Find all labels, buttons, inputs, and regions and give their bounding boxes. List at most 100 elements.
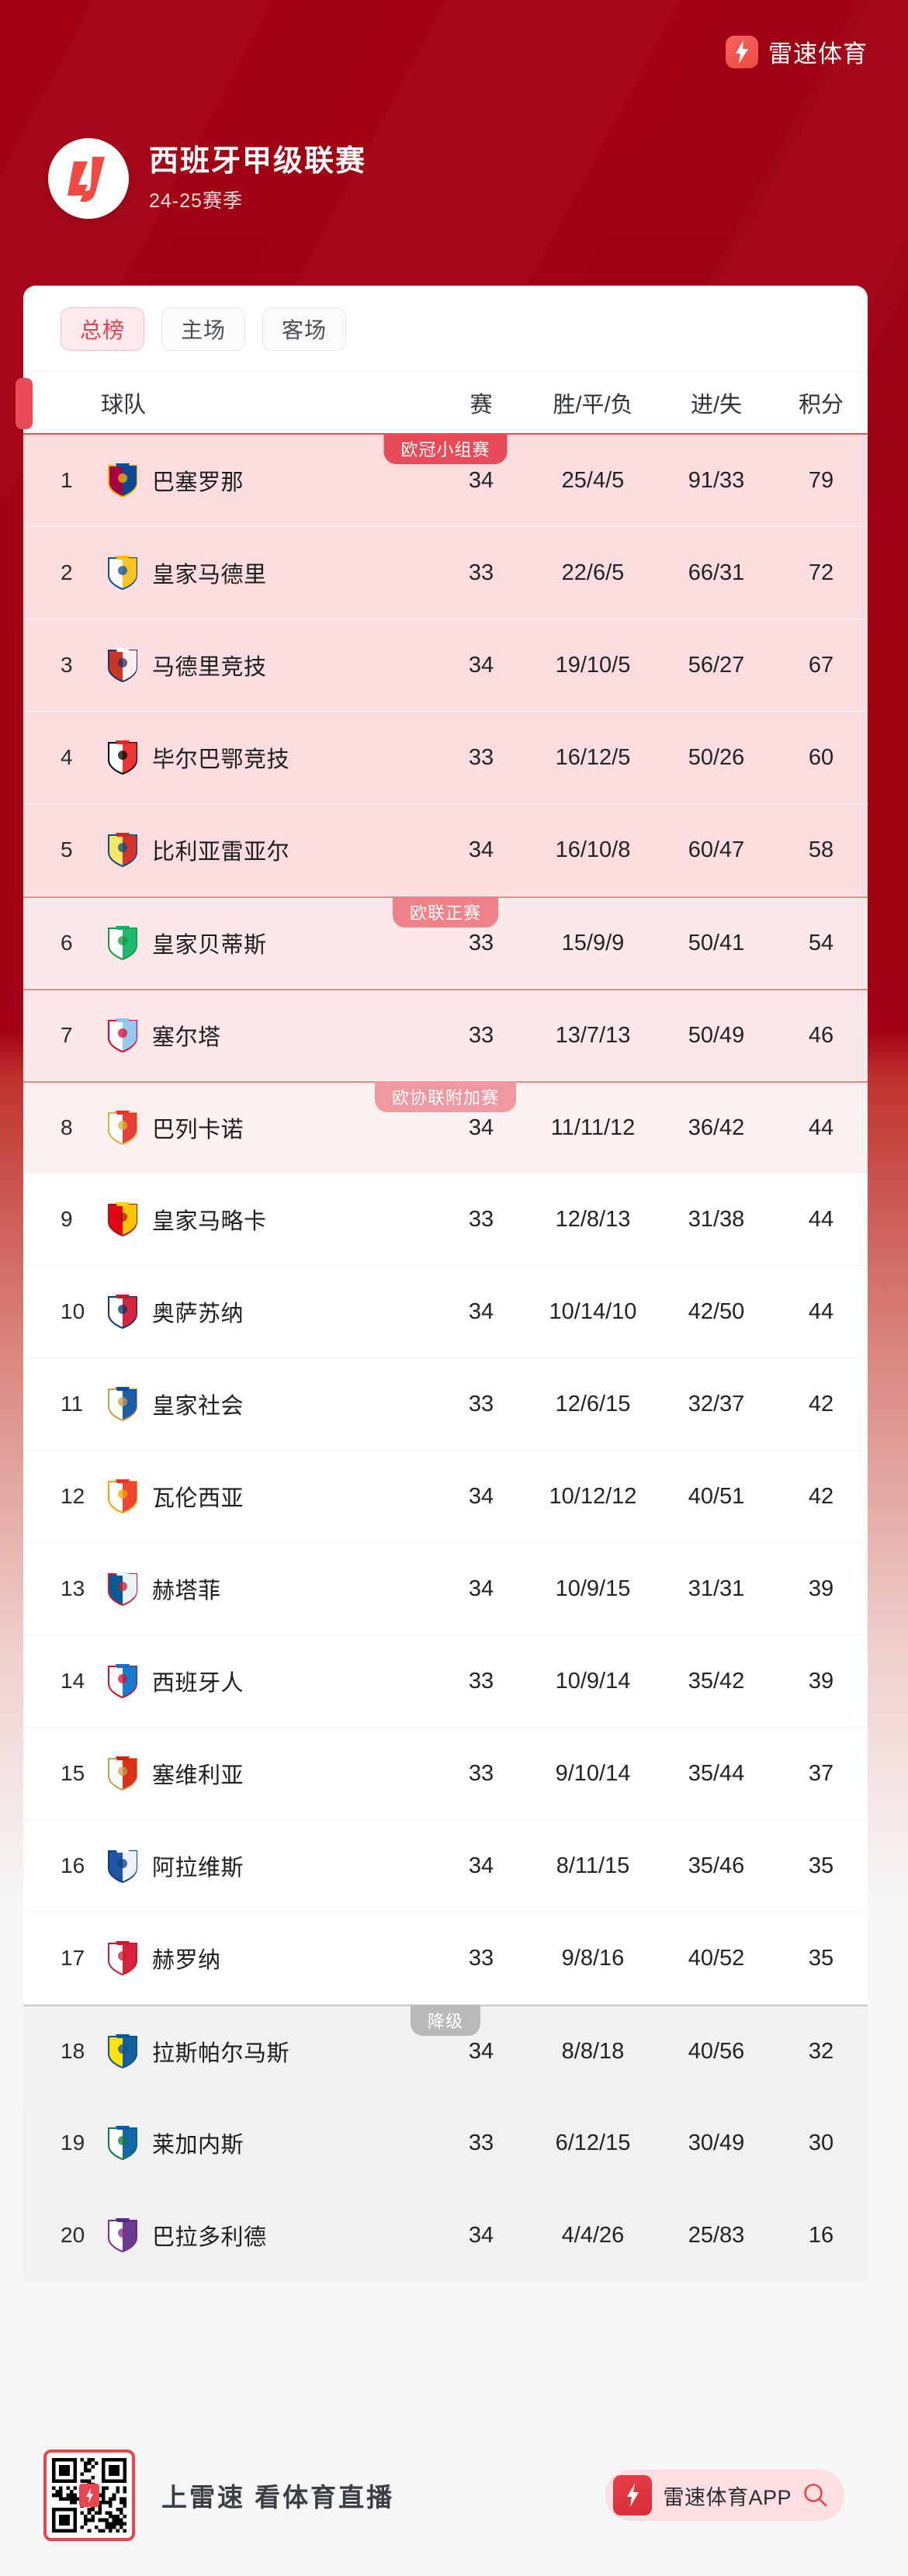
team-cell[interactable]: 阿拉维斯 xyxy=(101,1848,435,1884)
tier-badge: 欧协联附加赛 xyxy=(374,1081,517,1112)
team-cell[interactable]: 莱加内斯 xyxy=(101,2125,435,2161)
table-row[interactable]: 欧冠小组赛 1 巴塞罗那 34 25/4/5 91/33 79 xyxy=(23,433,868,527)
team-cell[interactable]: 皇家贝蒂斯 xyxy=(101,925,435,961)
table-row[interactable]: 4 毕尔巴鄂竞技 33 16/12/5 50/26 60 xyxy=(23,712,868,804)
table-row[interactable]: 欧联正赛 6 皇家贝蒂斯 33 15/9/9 50/41 54 xyxy=(23,896,868,989)
brand-name: 雷速体育 xyxy=(768,40,868,68)
rank-cell: 7 xyxy=(61,1023,73,1047)
qr-code[interactable] xyxy=(43,2449,135,2541)
played-cell: 33 xyxy=(468,2130,494,2155)
tab-overall[interactable]: 总榜 xyxy=(61,307,144,351)
app-promo-footer: 上雷速 看体育直播 雷速体育APP xyxy=(23,2437,868,2553)
team-cell[interactable]: 拉斯帕尔马斯 xyxy=(101,2033,435,2069)
rank-cell: 9 xyxy=(61,1207,73,1231)
rank-cell: 8 xyxy=(61,1115,73,1139)
wdl-cell: 8/8/18 xyxy=(561,2038,625,2064)
rank-cell: 12 xyxy=(61,1484,85,1508)
wdl-cell: 16/12/5 xyxy=(555,744,631,770)
table-row[interactable]: 12 瓦伦西亚 34 10/12/12 40/51 42 xyxy=(23,1451,868,1543)
tab-away[interactable]: 客场 xyxy=(262,307,346,351)
team-cell[interactable]: 西班牙人 xyxy=(101,1663,435,1699)
points-cell: 44 xyxy=(808,1115,834,1140)
table-row[interactable]: 9 皇家马略卡 33 12/8/13 31/38 44 xyxy=(23,1174,868,1266)
wdl-cell: 10/14/10 xyxy=(549,1298,637,1324)
table-row[interactable]: 2 皇家马德里 33 22/6/5 66/31 72 xyxy=(23,527,868,619)
played-cell: 34 xyxy=(468,837,494,862)
played-cell: 34 xyxy=(468,1483,494,1509)
team-cell[interactable]: 皇家马德里 xyxy=(101,555,435,591)
team-crest-icon xyxy=(108,1664,137,1699)
table-row[interactable]: 14 西班牙人 33 10/9/14 35/42 39 xyxy=(23,1635,868,1728)
wdl-cell: 10/12/12 xyxy=(549,1483,637,1509)
table-row[interactable]: 17 赫罗纳 33 9/8/16 40/52 35 xyxy=(23,1912,868,2005)
team-cell[interactable]: 塞尔塔 xyxy=(101,1018,435,1053)
team-crest-icon xyxy=(108,1849,137,1884)
team-crest-icon xyxy=(108,648,137,683)
table-row[interactable]: 10 奥萨苏纳 34 10/14/10 42/50 44 xyxy=(23,1266,868,1358)
team-cell[interactable]: 瓦伦西亚 xyxy=(101,1479,435,1514)
points-cell: 44 xyxy=(808,1298,834,1324)
points-cell: 58 xyxy=(808,837,834,862)
table-row[interactable]: 降级 18 拉斯帕尔马斯 34 8/8/18 40/56 32 xyxy=(23,2005,868,2097)
team-cell[interactable]: 赫罗纳 xyxy=(101,1940,435,1976)
tab-home[interactable]: 主场 xyxy=(161,307,245,351)
team-cell[interactable]: 巴列卡诺 xyxy=(101,1110,435,1146)
wdl-cell: 19/10/5 xyxy=(555,652,631,678)
team-crest-icon xyxy=(108,1941,137,1976)
table-row[interactable]: 3 马德里竞技 34 19/10/5 56/27 67 xyxy=(23,619,868,712)
team-name: 巴拉多利德 xyxy=(152,2225,267,2250)
wdl-cell: 9/10/14 xyxy=(555,1760,631,1786)
team-name: 皇家社会 xyxy=(152,1394,244,1419)
goals-cell: 40/56 xyxy=(688,2038,745,2064)
team-cell[interactable]: 巴拉多利德 xyxy=(101,2217,435,2253)
points-cell: 35 xyxy=(808,1853,834,1878)
goals-cell: 50/26 xyxy=(688,744,745,770)
played-cell: 34 xyxy=(468,467,494,493)
goals-cell: 60/47 xyxy=(688,837,745,862)
header-wdl: 胜/平/负 xyxy=(553,392,633,418)
goals-cell: 36/42 xyxy=(688,1115,745,1140)
tier-badge: 降级 xyxy=(410,2005,481,2036)
table-row[interactable]: 16 阿拉维斯 34 8/11/15 35/46 35 xyxy=(23,1820,868,1912)
table-row[interactable]: 19 莱加内斯 33 6/12/15 30/49 30 xyxy=(23,2097,868,2189)
table-row[interactable]: 7 塞尔塔 33 13/7/13 50/49 46 xyxy=(23,989,868,1081)
team-name: 莱加内斯 xyxy=(152,2133,244,2158)
app-download-pill[interactable]: 雷速体育APP xyxy=(605,2470,844,2521)
team-cell[interactable]: 赫塔菲 xyxy=(101,1571,435,1607)
team-cell[interactable]: 皇家社会 xyxy=(101,1386,435,1422)
team-cell[interactable]: 塞维利亚 xyxy=(101,1756,435,1791)
team-cell[interactable]: 毕尔巴鄂竞技 xyxy=(101,740,435,775)
points-cell: 79 xyxy=(808,467,834,493)
rank-cell: 2 xyxy=(61,560,73,584)
points-cell: 54 xyxy=(808,930,834,955)
points-cell: 42 xyxy=(808,1483,834,1509)
team-cell[interactable]: 奥萨苏纳 xyxy=(101,1294,435,1330)
team-crest-icon xyxy=(108,556,137,591)
league-season: 24-25赛季 xyxy=(149,190,243,213)
table-row[interactable]: 13 赫塔菲 34 10/9/15 31/31 39 xyxy=(23,1543,868,1635)
header-goals: 进/失 xyxy=(690,392,743,418)
team-crest-icon xyxy=(108,1202,137,1237)
team-name: 巴塞罗那 xyxy=(152,470,244,495)
wdl-cell: 10/9/14 xyxy=(555,1668,631,1694)
played-cell: 34 xyxy=(468,1115,494,1140)
team-cell[interactable]: 马德里竞技 xyxy=(101,647,435,683)
wdl-cell: 8/11/15 xyxy=(556,1853,630,1878)
team-cell[interactable]: 巴塞罗那 xyxy=(101,463,435,498)
wdl-cell: 15/9/9 xyxy=(561,930,625,955)
table-row[interactable]: 11 皇家社会 33 12/6/15 32/37 42 xyxy=(23,1358,868,1451)
lightning-bolt-icon xyxy=(613,2475,653,2515)
points-cell: 32 xyxy=(808,2038,834,2064)
search-icon[interactable] xyxy=(802,2482,829,2508)
team-cell[interactable]: 比利亚雷亚尔 xyxy=(101,832,435,868)
tab-bar: 总榜 主场 客场 xyxy=(23,286,868,371)
goals-cell: 35/44 xyxy=(688,1760,745,1786)
table-row[interactable]: 5 比利亚雷亚尔 34 16/10/8 60/47 58 xyxy=(23,804,868,896)
team-cell[interactable]: 皇家马略卡 xyxy=(101,1201,435,1237)
goals-cell: 35/46 xyxy=(688,1853,745,1878)
team-name: 赫罗纳 xyxy=(152,1948,221,1973)
table-row[interactable]: 20 巴拉多利德 34 4/4/26 25/83 16 xyxy=(23,2189,868,2282)
table-row[interactable]: 15 塞维利亚 33 9/10/14 35/44 37 xyxy=(23,1728,868,1820)
table-row[interactable]: 欧协联附加赛 8 巴列卡诺 34 11/11/12 36/42 44 xyxy=(23,1081,868,1174)
wdl-cell: 11/11/12 xyxy=(550,1115,636,1140)
